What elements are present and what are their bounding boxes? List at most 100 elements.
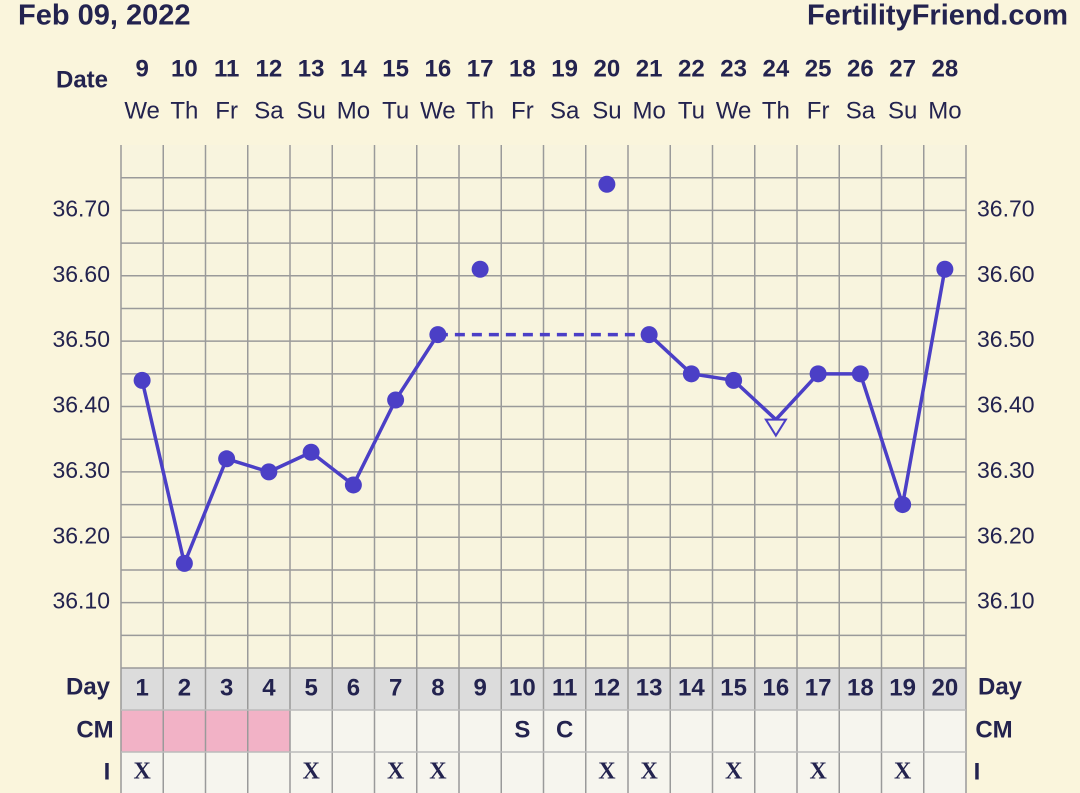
y-tick-label: 36.60 [52, 261, 110, 287]
temperature-point [598, 175, 616, 193]
x-tick-label: 15 [382, 55, 409, 82]
x-tick-label: 10 [171, 55, 198, 82]
day-number: 5 [304, 674, 317, 701]
cm-fill [247, 710, 290, 752]
y2-tick-label: 36.10 [977, 588, 1035, 614]
weekday-label: Fr [215, 97, 238, 124]
row-label: CM [76, 716, 113, 743]
row-label: Day [978, 673, 1023, 700]
x-label: Date [56, 66, 108, 93]
temperature-point [764, 418, 788, 438]
weekday-label: We [124, 97, 160, 124]
day-number: 7 [389, 674, 402, 701]
x-tick-label: 16 [425, 55, 452, 82]
y-tick-label: 36.30 [52, 457, 110, 483]
cm-value: S [514, 716, 530, 743]
y2-tick-label: 36.60 [977, 261, 1035, 287]
row-label: CM [975, 716, 1012, 743]
temperature-point [218, 450, 236, 468]
x-tick-label: 24 [763, 55, 790, 82]
y-tick-label: 36.40 [52, 392, 110, 418]
weekday-label: Mo [928, 97, 961, 124]
temperature-point [471, 260, 489, 278]
temperature-point [133, 371, 151, 389]
y-tick-label: 36.10 [52, 588, 110, 614]
temperature-point [175, 554, 193, 572]
y2-tick-label: 36.50 [977, 326, 1035, 352]
weekday-label: We [716, 97, 752, 124]
temperature-point [260, 463, 278, 481]
day-number: 17 [805, 674, 832, 701]
weekday-label: Tu [678, 97, 705, 124]
weekday-label: Su [592, 97, 621, 124]
weekday-label: Th [762, 97, 790, 124]
weekday-label: Sa [550, 97, 580, 124]
x-tick-label: 13 [298, 55, 325, 82]
x-tick-label: 26 [847, 55, 874, 82]
cm-fill [121, 710, 164, 752]
day-number: 2 [178, 674, 191, 701]
x-tick-label: 23 [720, 55, 747, 82]
temperature-point [302, 443, 320, 461]
temperature-point [429, 326, 447, 344]
weekday-label: Fr [511, 97, 534, 124]
weekday-label: Th [170, 97, 198, 124]
x-tick-label: 19 [551, 55, 578, 82]
i-value: X [640, 759, 658, 785]
x-tick-label: 14 [340, 55, 367, 82]
row-label: Day [66, 673, 111, 700]
temperature-point [387, 391, 405, 409]
weekday-label: Su [296, 97, 325, 124]
weekday-label: We [420, 97, 456, 124]
i-value: X [387, 759, 405, 785]
row-label: I [974, 758, 981, 785]
y-tick-label: 36.50 [52, 326, 110, 352]
cm-fill [163, 710, 206, 752]
x-tick-label: 17 [467, 55, 494, 82]
i-value: X [894, 759, 912, 785]
row-label: I [104, 758, 111, 785]
day-number: 15 [720, 674, 747, 701]
day-number: 20 [932, 674, 959, 701]
i-value: X [809, 759, 827, 785]
cm-fill [205, 710, 248, 752]
i-value: X [133, 759, 151, 785]
temperature-point [936, 260, 954, 278]
day-number: 1 [135, 674, 148, 701]
y2-tick-label: 36.70 [977, 195, 1035, 221]
weekday-label: Tu [382, 97, 409, 124]
day-number: 3 [220, 674, 233, 701]
i-value: X [725, 759, 743, 785]
temperature-point [344, 476, 362, 494]
chart-date: Feb 09, 2022 [18, 0, 191, 32]
day-number: 12 [594, 674, 621, 701]
weekday-label: Th [466, 97, 494, 124]
x-tick-label: 20 [594, 55, 621, 82]
temperature-point [851, 365, 869, 383]
day-number: 6 [347, 674, 360, 701]
y-tick-label: 36.70 [52, 195, 110, 221]
weekday-label: Sa [254, 97, 284, 124]
y2-tick-label: 36.20 [977, 522, 1035, 548]
i-value: X [598, 759, 616, 785]
i-value: X [302, 759, 320, 785]
weekday-label: Mo [337, 97, 370, 124]
x-tick-label: 27 [889, 55, 916, 82]
weekday-label: Mo [632, 97, 665, 124]
temperature-point [640, 326, 658, 344]
x-tick-label: 25 [805, 55, 832, 82]
day-number: 14 [678, 674, 705, 701]
day-number: 4 [262, 674, 276, 701]
day-number: 10 [509, 674, 536, 701]
day-number: 13 [636, 674, 663, 701]
y2-tick-label: 36.30 [977, 457, 1035, 483]
temperature-point [725, 371, 743, 389]
y2-tick-label: 36.40 [977, 392, 1035, 418]
day-number: 19 [889, 674, 916, 701]
x-tick-label: 21 [636, 55, 663, 82]
weekday-label: Fr [807, 97, 830, 124]
temperature-point [809, 365, 827, 383]
temperature-point [894, 496, 912, 514]
weekday-label: Su [888, 97, 917, 124]
